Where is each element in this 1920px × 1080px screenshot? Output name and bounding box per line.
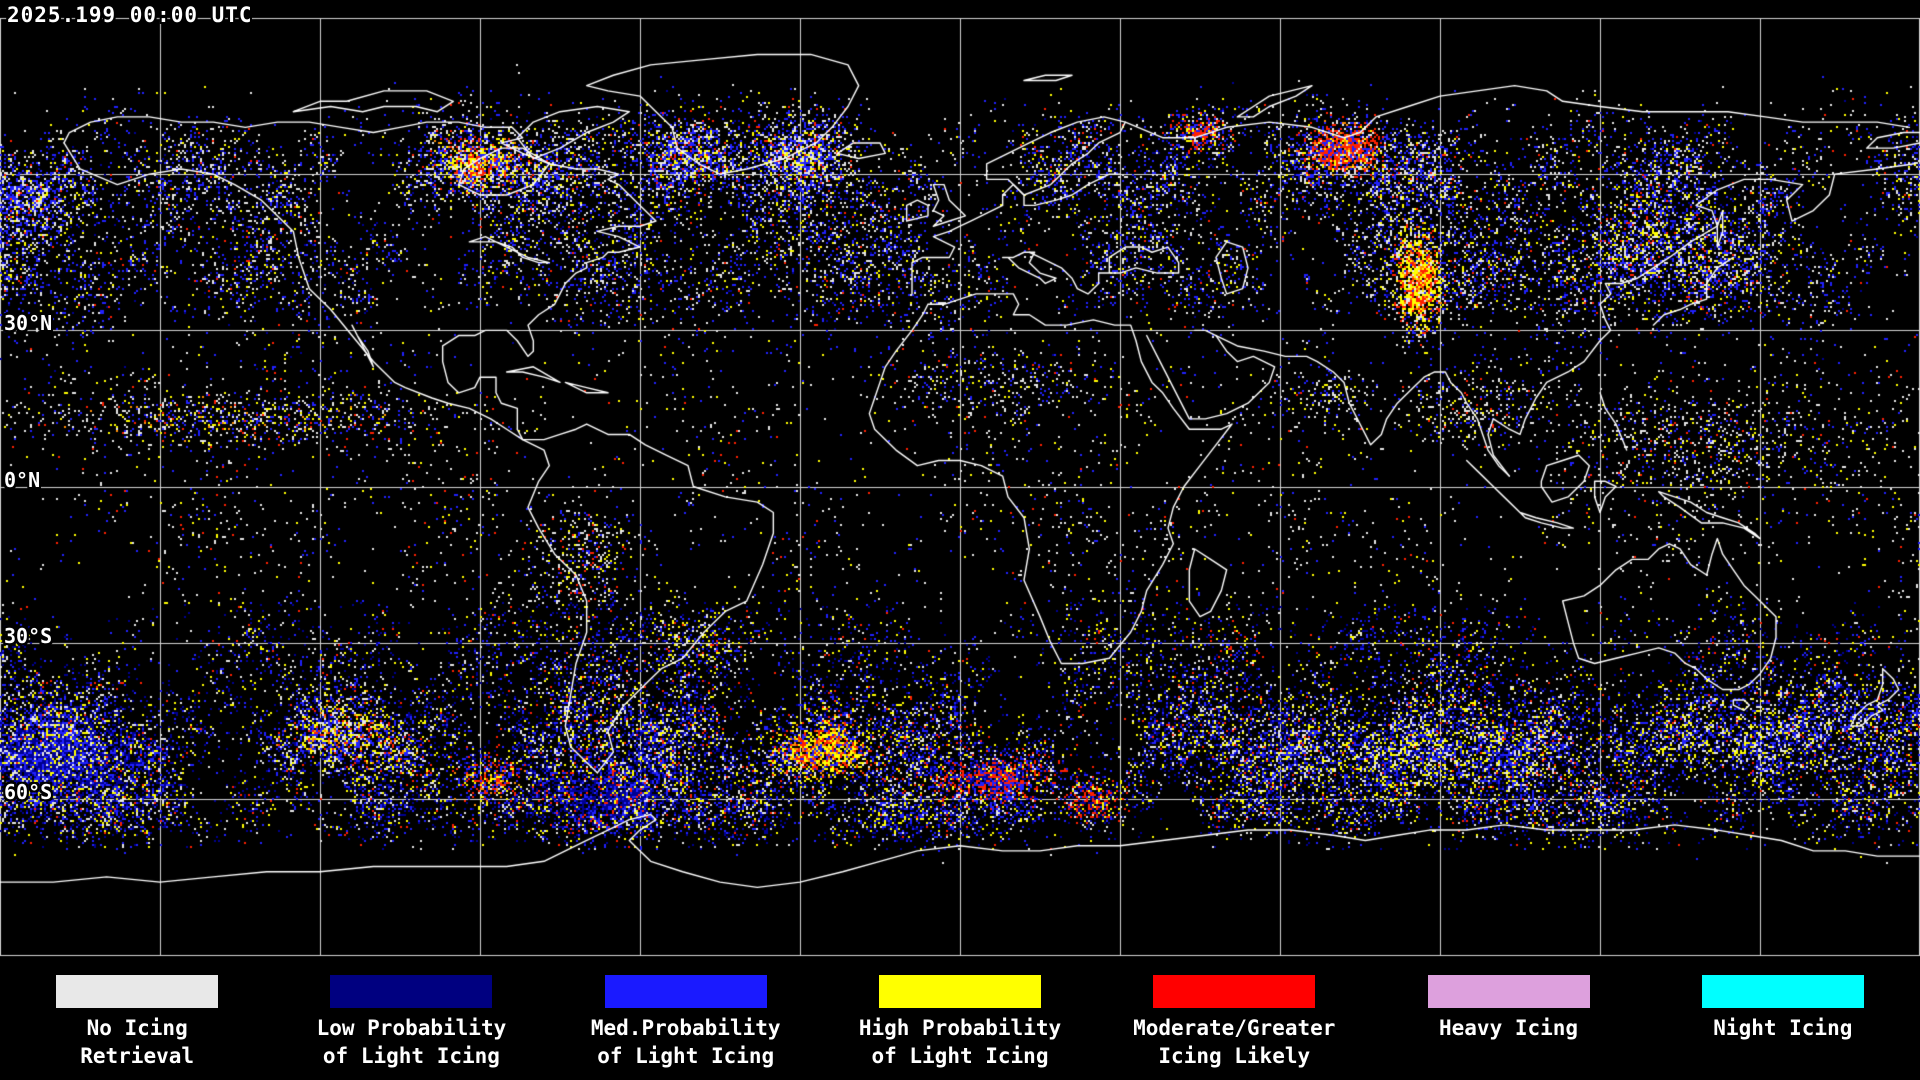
legend-label: of Light Icing [322,1044,500,1068]
moderate-greater-swatch [1153,975,1316,1008]
legend-item-high-probability: High Probability of Light Icing [823,960,1097,1080]
night-icing-swatch [1701,975,1864,1008]
map-area: 2025.199 00:00 UTC 30°N 0°N 30°S 60°S [0,0,1920,960]
legend-label: Heavy Icing [1439,1016,1579,1040]
legend-label: Med.Probability [590,1016,781,1040]
no-icing-retrieval-swatch [56,975,219,1008]
legend-item-no-icing-retrieval: No Icing Retrieval [0,960,274,1080]
legend-item-night-icing: Night Icing [1646,960,1920,1080]
high-probability-swatch [878,975,1041,1008]
lat-label-0n: 0°N [4,468,41,492]
lat-label-30s: 30°S [4,624,53,648]
low-probability-swatch [330,975,493,1008]
legend-item-low-probability: Low Probability of Light Icing [274,960,548,1080]
med-probability-swatch [604,975,767,1008]
legend-item-med-probability: Med.Probability of Light Icing [549,960,823,1080]
legend-label: Moderate/Greater [1133,1016,1336,1040]
world-icing-map-canvas [0,0,1920,960]
timestamp-label: 2025.199 00:00 UTC [7,3,253,27]
legend-label: High Probability [858,1016,1062,1040]
legend-label: of Light Icing [871,1044,1049,1068]
lat-label-30n: 30°N [4,311,53,335]
legend-label: Retrieval [80,1044,195,1068]
legend-label: Night Icing [1713,1016,1853,1040]
legend-item-heavy-icing: Heavy Icing [1371,960,1645,1080]
lat-label-60s: 60°S [4,780,53,804]
legend-label: Icing Likely [1158,1044,1311,1068]
legend-label: of Light Icing [597,1044,775,1068]
legend-label: Low Probability [316,1016,507,1040]
legend-item-moderate-greater: Moderate/Greater Icing Likely [1097,960,1371,1080]
legend: No Icing Retrieval Low Probability of Li… [0,960,1920,1080]
heavy-icing-swatch [1427,975,1590,1008]
legend-label: No Icing [86,1016,188,1040]
